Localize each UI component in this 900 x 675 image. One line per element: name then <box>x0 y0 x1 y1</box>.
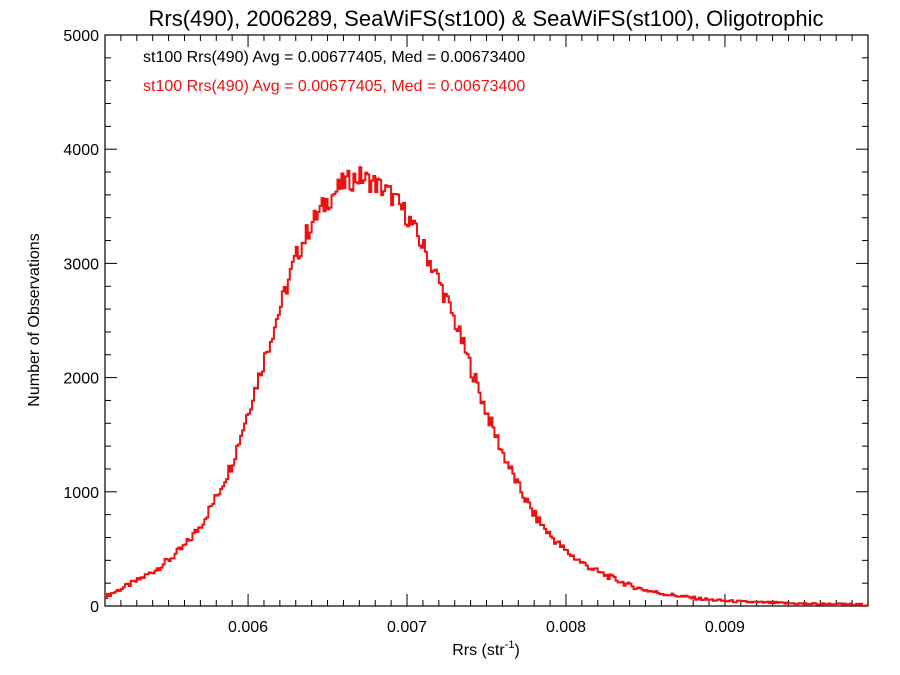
y-tick-label: 3000 <box>63 256 99 273</box>
chart-title: Rrs(490), 2006289, SeaWiFS(st100) & SeaW… <box>149 6 824 31</box>
y-tick-label: 4000 <box>63 142 99 159</box>
x-tick-label: 0.009 <box>705 619 745 636</box>
x-axis-label: Rrs (str-1) <box>452 639 520 659</box>
y-axis-label: Number of Observations <box>26 233 43 406</box>
legend-entry-black: st100 Rrs(490) Avg = 0.00677405, Med = 0… <box>143 49 525 66</box>
histogram-series-line <box>105 166 868 607</box>
plot-frame <box>104 34 869 607</box>
x-axis-label-close: ) <box>514 642 519 659</box>
legend-entry-red: st100 Rrs(490) Avg = 0.00677405, Med = 0… <box>143 78 525 95</box>
y-tick-label: 5000 <box>63 28 99 45</box>
y-tick-label: 1000 <box>63 485 99 502</box>
x-axis-label-superscript: -1 <box>505 639 515 651</box>
x-tick-label: 0.007 <box>387 619 427 636</box>
x-tick-label: 0.006 <box>228 619 268 636</box>
x-axis-ticks: 0.006 0.007 0.008 0.009 <box>120 35 869 636</box>
x-axis-label-main: Rrs (str <box>452 642 505 659</box>
y-tick-label: 0 <box>90 599 99 616</box>
y-axis-ticks: 0 1000 2000 3000 4000 5000 <box>63 28 868 616</box>
x-tick-label: 0.008 <box>546 619 586 636</box>
y-tick-label: 2000 <box>63 371 99 388</box>
